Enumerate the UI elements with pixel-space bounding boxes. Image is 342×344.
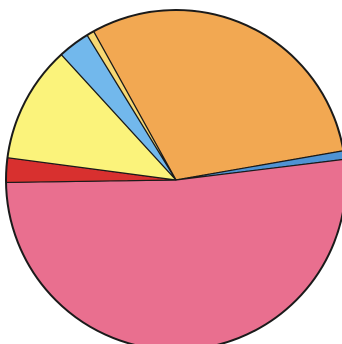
pie-slice-3 xyxy=(5,159,342,344)
pie-slice-2 xyxy=(175,150,342,181)
pie-outline xyxy=(5,9,342,344)
